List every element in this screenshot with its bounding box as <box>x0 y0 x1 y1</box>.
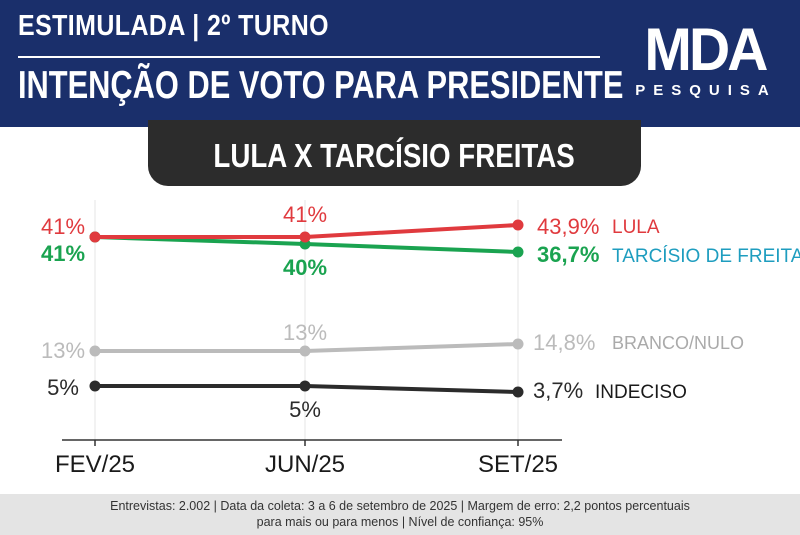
data-label-2-1: 13% <box>283 320 327 345</box>
data-point-2-1 <box>299 345 311 357</box>
x-tick-label-1: JUN/25 <box>265 451 345 478</box>
header-divider <box>18 56 600 58</box>
mda-logo-subtitle: PESQUISA <box>635 82 777 99</box>
data-label-3-2: 3,7% <box>533 378 583 403</box>
data-label-0-2: 43,9% <box>537 214 599 239</box>
matchup-title: LULA X TARCÍSIO FREITAS <box>213 137 576 174</box>
mda-logo: MDA <box>644 16 768 83</box>
footer-line-2: para mais ou para menos | Nível de confi… <box>256 515 544 529</box>
methodology-footer: Entrevistas: 2.002 | Data da coleta: 3 a… <box>0 494 800 535</box>
data-label-0-0: 41% <box>41 214 85 239</box>
data-label-1-1: 40% <box>283 255 327 280</box>
data-point-3-1 <box>299 380 311 392</box>
series-name-0: LULA <box>612 217 660 238</box>
data-label-2-0: 13% <box>41 338 85 363</box>
data-label-0-1: 41% <box>283 202 327 227</box>
x-tick-label-2: SET/25 <box>478 451 558 478</box>
data-label-3-0: 5% <box>47 375 79 400</box>
data-label-1-2: 36,7% <box>537 242 599 267</box>
data-point-0-1 <box>299 231 311 243</box>
series-name-3: INDECISO <box>595 382 687 403</box>
poll-type-subtitle: ESTIMULADA | 2º TURNO <box>18 10 330 42</box>
data-point-0-2 <box>512 219 524 231</box>
data-point-2-2 <box>512 338 524 350</box>
data-label-3-1: 5% <box>289 397 321 422</box>
data-point-3-2 <box>512 386 524 398</box>
series-name-1: TARCÍSIO DE FREITAS <box>612 246 800 267</box>
data-point-1-2 <box>512 246 524 258</box>
header-banner: ESTIMULADA | 2º TURNO INTENÇÃO DE VOTO P… <box>0 0 800 127</box>
matchup-banner: LULA X TARCÍSIO FREITAS <box>148 120 641 186</box>
page-title: INTENÇÃO DE VOTO PARA PRESIDENTE <box>18 64 624 107</box>
data-point-2-0 <box>89 345 101 357</box>
data-point-3-0 <box>89 380 101 392</box>
data-point-0-0 <box>89 231 101 243</box>
data-label-1-0: 41% <box>41 241 85 266</box>
series-name-2: BRANCO/NULO <box>612 333 744 353</box>
x-tick-label-0: FEV/25 <box>55 451 135 478</box>
data-label-2-2: 14,8% <box>533 330 595 355</box>
footer-line-1: Entrevistas: 2.002 | Data da coleta: 3 a… <box>110 499 690 513</box>
